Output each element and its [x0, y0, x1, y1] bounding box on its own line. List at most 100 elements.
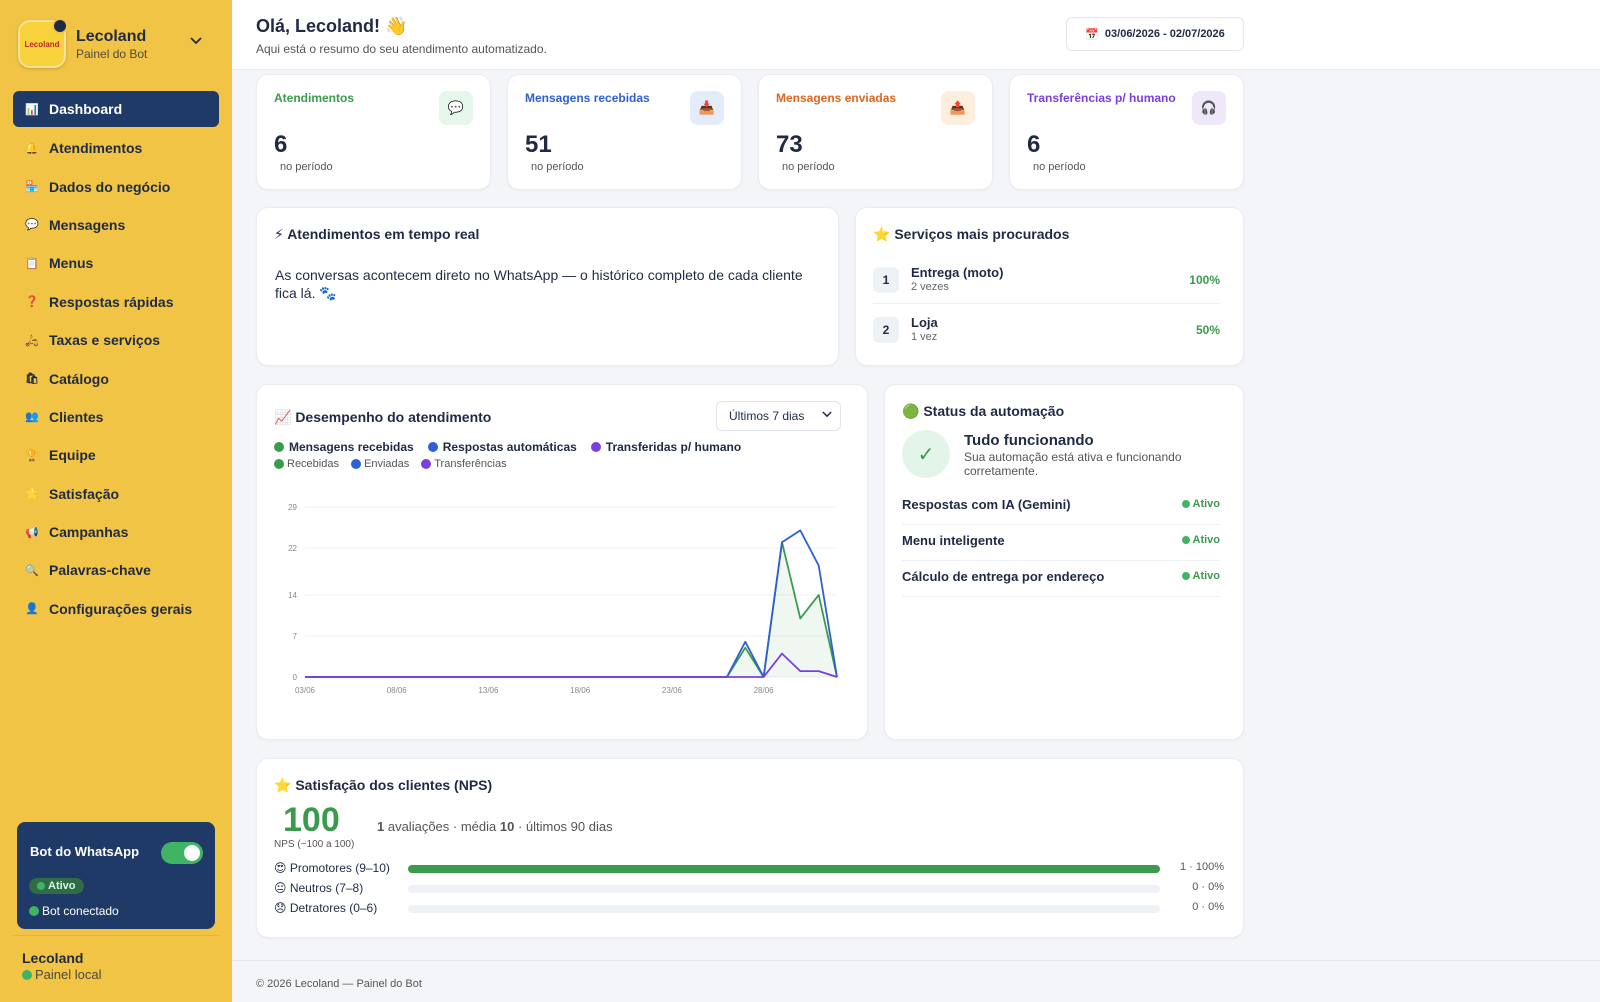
nps-bar-track [408, 865, 1160, 873]
nps-title: ⭐ Satisfação dos clientes (NPS) [274, 777, 493, 793]
service-percent: 100% [1189, 273, 1220, 287]
bot-title: Bot do WhatsApp [30, 844, 140, 859]
brand-switcher[interactable]: Lecoland Lecoland Painel do Bot [18, 18, 218, 68]
y-tick-label: 0 [293, 673, 298, 682]
sidebar-item-palavras-chave[interactable]: 🔍 Palavras-chave [13, 551, 219, 589]
nav-label: Clientes [49, 408, 104, 425]
performance-chart: 0 7 14 22 29 03/06 08/06 13/06 18/06 23/06 28/06 [288, 503, 838, 695]
nps-caption: NPS (−100 a 100) [274, 839, 355, 850]
sidebar-nav: 📊 Dashboard 🔔 Atendimentos 🏪 Dados do negócio… [13, 91, 219, 628]
nav-icon: 📊 [25, 103, 39, 116]
logo-text: Lecoland [24, 39, 60, 49]
nav-icon: 🏪 [25, 181, 39, 194]
nav-icon: 👥 [25, 411, 39, 424]
nav-icon: 🛵 [25, 334, 39, 347]
sidebar-item-dados-do-negocio[interactable]: 🏪 Dados do negócio [13, 167, 219, 205]
stat-sub: no período [531, 161, 584, 173]
date-range-text: 03/06/2026 - 02/07/2026 [1104, 28, 1225, 40]
feature-name: Respostas com IA (Gemini) [902, 497, 1071, 512]
sidebar-item-mensagens[interactable]: 💬 Mensagens [13, 206, 219, 244]
page-title: Olá, Lecoland! 👋 [256, 16, 408, 36]
date-range-button[interactable]: 📅 03/06/2026 - 02/07/2026 [1066, 17, 1244, 51]
legend-sub-dot-icon [350, 459, 361, 469]
sidebar-item-menus[interactable]: 📋 Menus [13, 244, 219, 282]
series-line-transferências [305, 652, 838, 678]
nav-label: Dados do negócio [49, 178, 171, 195]
sidebar-item-configuracoes-gerais[interactable]: 👤 Configurações gerais [13, 590, 219, 628]
sidebar-footer-name: Lecoland [22, 950, 84, 966]
stat-card: Atendimentos 💬 6 no período [256, 74, 491, 190]
y-tick-label: 7 [293, 632, 298, 641]
feature-status: Ativo [1181, 534, 1220, 546]
bot-toggle[interactable] [161, 842, 203, 864]
legend-item[interactable]: Transferidas p/ humano [590, 440, 741, 454]
sidebar-item-respostas-rapidas[interactable]: ❓ Respostas rápidas [13, 283, 219, 321]
automation-title: 🟢 Status da automação [902, 403, 1065, 419]
stat-value: 6 [274, 131, 288, 158]
bot-status-card: Bot do WhatsApp Ativo Bot conectado [17, 822, 215, 929]
automation-desc: Sua automação está ativa e funcionando c… [964, 450, 1182, 478]
service-count: 1 vez [911, 331, 938, 343]
legend-item[interactable]: Respostas automáticas [427, 440, 577, 454]
legend-sub-dot-icon [274, 459, 284, 469]
legend-sub-label: Recebidas [287, 458, 339, 470]
feature-status: Ativo [1181, 570, 1220, 582]
stat-value: 6 [1027, 131, 1041, 158]
service-count: 2 vezes [911, 281, 949, 293]
nps-row: 😐 Neutros (7–8) 0 · 0% [274, 881, 1224, 897]
automation-heading: Tudo funcionando [964, 432, 1094, 449]
status-dot-icon [1181, 572, 1190, 580]
service-percent: 50% [1195, 323, 1220, 337]
y-tick-label: 29 [288, 503, 297, 512]
series-line-recebidas [305, 541, 838, 678]
nav-icon: 🔍 [25, 564, 39, 577]
nav-label: Respostas rápidas [49, 293, 174, 310]
legend-sub-item: Enviadas [350, 458, 409, 470]
sidebar-item-equipe[interactable]: 🏆 Equipe [13, 436, 219, 474]
sidebar-item-satisfacao[interactable]: ⭐ Satisfação [13, 475, 219, 513]
sidebar-item-atendimentos[interactable]: 🔔 Atendimentos [13, 129, 219, 167]
stat-icon: 📥 [690, 91, 724, 125]
legend-label: Respostas automáticas [442, 440, 577, 454]
performance-card: 📈 Desempenho do atendimento Últimos 7 di… [256, 384, 868, 740]
stat-icon: 🎧 [1192, 91, 1226, 125]
nav-label: Equipe [49, 447, 96, 464]
nav-icon: 📢 [25, 526, 39, 539]
series-line-enviadas [305, 529, 838, 678]
legend-item[interactable]: Mensagens recebidas [274, 440, 414, 454]
period-select[interactable]: Últimos 7 dias [716, 401, 841, 431]
nps-count: 1 [377, 819, 385, 834]
brand-name: Lecoland [76, 28, 147, 45]
nav-label: Dashboard [49, 101, 123, 117]
automation-feature-row: Menu inteligente Ativo [902, 525, 1220, 561]
page-footer: © 2026 Lecoland — Painel do Bot [232, 960, 1600, 1002]
connection-dot-icon [29, 906, 39, 916]
sidebar-item-taxas-e-servicos[interactable]: 🛵 Taxas e serviços [13, 321, 219, 359]
period-select-value: Últimos 7 dias [729, 409, 805, 423]
nps-average: 10 [499, 819, 515, 834]
nps-meta-end: · últimos 90 dias [514, 819, 613, 834]
nps-row-label: 😐 Neutros (7–8) [274, 881, 364, 895]
sidebar-item-catalogo[interactable]: 🛍 Catálogo [13, 359, 219, 397]
nav-label: Campanhas [49, 524, 129, 541]
chevron-down-icon[interactable] [190, 34, 202, 48]
logo-badge-icon [52, 18, 68, 34]
realtime-text: As conversas acontecem direto no WhatsAp… [275, 267, 803, 301]
sidebar-item-campanhas[interactable]: 📢 Campanhas [13, 513, 219, 551]
stat-value: 51 [525, 131, 552, 158]
sidebar-item-clientes[interactable]: 👥 Clientes [13, 398, 219, 436]
sidebar-item-dashboard[interactable]: 📊 Dashboard [13, 91, 219, 127]
nav-icon: 👤 [25, 603, 39, 616]
sidebar-footer-sub-text: Painel local [35, 967, 102, 982]
x-tick-label: 18/06 [570, 686, 591, 695]
stat-card: Mensagens enviadas 📤 73 no período [758, 74, 993, 190]
footer-text: © 2026 Lecoland — Painel do Bot [256, 978, 422, 990]
x-tick-label: 28/06 [754, 686, 775, 695]
bot-status-badge: Ativo [29, 878, 84, 894]
stat-sub: no período [280, 161, 333, 173]
nav-label: Configurações gerais [49, 600, 193, 617]
feature-status: Ativo [1181, 498, 1220, 510]
nav-icon: 🛍 [25, 373, 39, 386]
stat-sub: no período [782, 161, 835, 173]
top-header: Olá, Lecoland! 👋 Aqui está o resumo do s… [232, 0, 1600, 70]
